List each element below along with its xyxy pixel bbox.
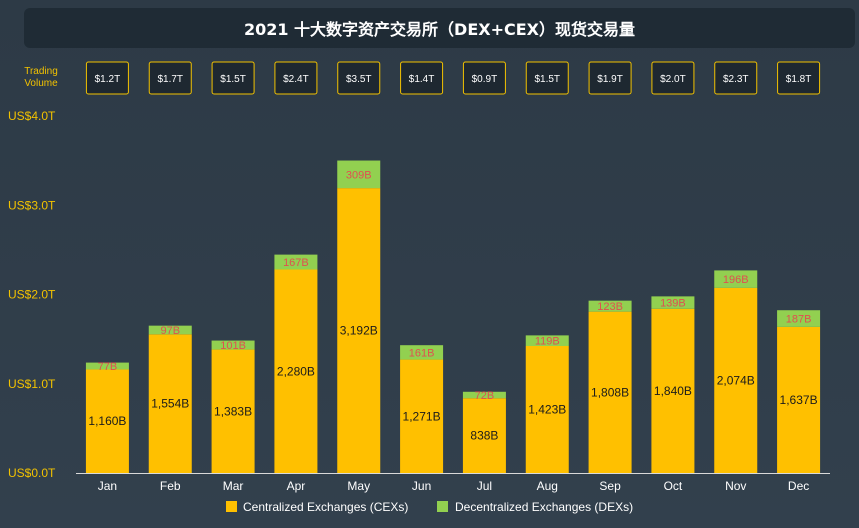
cex-value-label-dec: 1,637B	[780, 393, 818, 407]
x-tick-label-jan: Jan	[98, 479, 117, 493]
dex-value-label-jan: 77B	[98, 361, 118, 373]
bar-cex-jul	[462, 398, 506, 473]
chart-title: 2021 十大数字资产交易所（DEX+CEX）现货交易量	[24, 8, 855, 48]
trading-volume-value-jun: $1.4T	[409, 74, 435, 85]
dex-value-label-jul: 72B	[475, 390, 495, 402]
cex-value-label-mar: 1,383B	[214, 404, 252, 418]
y-tick-label: US$4.0T	[8, 109, 56, 123]
cex-value-label-jan: 1,160B	[88, 414, 126, 428]
trading-volume-value-jul: $0.9T	[472, 74, 498, 85]
legend-label-cex: Centralized Exchanges (CEXs)	[243, 500, 408, 514]
trading-volume-value-jan: $1.2T	[95, 74, 121, 85]
y-tick-label: US$2.0T	[8, 288, 56, 302]
bar-dex-mar	[211, 340, 255, 350]
trading-volume-box-apr	[274, 61, 318, 95]
bar-cex-jun	[400, 359, 444, 473]
dex-value-label-aug: 119B	[535, 336, 560, 348]
bar-dex-apr	[274, 254, 318, 270]
trading-volume-value-aug: $1.5T	[534, 74, 560, 85]
x-tick-label-aug: Aug	[537, 479, 558, 493]
bar-cex-dec	[777, 326, 821, 473]
trading-volume-box-sep	[588, 61, 632, 95]
y-tick-label: US$0.0T	[8, 466, 56, 480]
trading-volume-value-nov: $2.3T	[723, 74, 749, 85]
bar-dex-sep	[588, 300, 632, 312]
cex-value-label-feb: 1,554B	[151, 397, 189, 411]
bar-cex-mar	[211, 349, 255, 473]
cex-value-label-apr: 2,280B	[277, 364, 315, 378]
x-tick-label-feb: Feb	[160, 479, 181, 493]
legend-swatch-cex	[226, 501, 237, 512]
trading-volume-label-line2: Volume	[24, 78, 58, 89]
dex-value-label-dec: 187B	[786, 314, 812, 326]
x-tick-label-mar: Mar	[223, 479, 244, 493]
trading-volume-box-aug	[525, 61, 569, 95]
bar-cex-feb	[148, 334, 192, 473]
cex-value-label-aug: 1,423B	[528, 402, 566, 416]
bar-cex-nov	[714, 287, 758, 473]
trading-volume-box-feb	[148, 61, 192, 95]
x-tick-label-oct: Oct	[664, 479, 683, 493]
bar-cex-jan	[85, 369, 129, 473]
cex-value-label-sep: 1,808B	[591, 385, 629, 399]
trading-volume-box-jul	[462, 61, 506, 95]
trading-volume-value-feb: $1.7T	[157, 74, 183, 85]
bar-dex-jan	[85, 362, 129, 370]
dex-value-label-feb: 97B	[160, 325, 180, 337]
trading-volume-value-apr: $2.4T	[283, 74, 309, 85]
x-tick-label-jul: Jul	[477, 479, 492, 493]
bar-cex-apr	[274, 269, 318, 473]
legend-swatch-dex	[437, 501, 448, 512]
x-tick-label-jun: Jun	[412, 479, 431, 493]
dex-value-label-sep: 123B	[597, 301, 623, 313]
trading-volume-value-oct: $2.0T	[660, 74, 686, 85]
trading-volume-box-mar	[211, 61, 255, 95]
cex-value-label-may: 3,192B	[340, 324, 378, 338]
bar-dex-feb	[148, 325, 192, 335]
x-tick-label-sep: Sep	[599, 479, 621, 493]
dex-value-label-nov: 196B	[723, 274, 749, 286]
dex-value-label-apr: 167B	[283, 257, 309, 269]
legend-label-dex: Decentralized Exchanges (DEXs)	[455, 500, 633, 514]
trading-volume-value-sep: $1.9T	[597, 74, 623, 85]
x-tick-label-apr: Apr	[287, 479, 306, 493]
bar-dex-jul	[462, 391, 506, 399]
bar-dex-dec	[777, 310, 821, 327]
cex-value-label-jun: 1,271B	[403, 409, 441, 423]
bar-dex-jun	[400, 345, 444, 360]
trading-volume-value-mar: $1.5T	[220, 74, 246, 85]
trading-volume-box-jun	[400, 61, 444, 95]
x-tick-label-may: May	[347, 479, 370, 493]
trading-volume-box-nov	[714, 61, 758, 95]
cex-value-label-nov: 2,074B	[717, 373, 755, 387]
bar-dex-nov	[714, 270, 758, 288]
bar-cex-aug	[525, 345, 569, 473]
bar-cex-sep	[588, 311, 632, 473]
dex-value-label-mar: 101B	[220, 340, 246, 352]
x-tick-label-nov: Nov	[725, 479, 746, 493]
trading-volume-box-jan	[85, 61, 129, 95]
trading-volume-label: Trading	[24, 66, 58, 77]
trading-volume-box-may	[337, 61, 381, 95]
y-tick-label: US$1.0T	[8, 377, 56, 391]
bar-cex-oct	[651, 308, 695, 473]
bar-dex-aug	[525, 335, 569, 346]
dex-value-label-may: 309B	[346, 169, 372, 181]
trading-volume-value-dec: $1.8T	[786, 74, 812, 85]
bar-dex-oct	[651, 296, 695, 309]
cex-value-label-oct: 1,840B	[654, 384, 692, 398]
trading-volume-box-oct	[651, 61, 695, 95]
trading-volume-box-dec	[777, 61, 821, 95]
bar-dex-may	[337, 160, 381, 189]
y-tick-label: US$3.0T	[8, 198, 56, 212]
x-tick-label-dec: Dec	[788, 479, 809, 493]
bar-cex-may	[337, 188, 381, 473]
dex-value-label-oct: 139B	[660, 298, 686, 310]
dex-value-label-jun: 161B	[409, 347, 435, 359]
trading-volume-value-may: $3.5T	[346, 74, 372, 85]
cex-value-label-jul: 838B	[470, 429, 498, 443]
